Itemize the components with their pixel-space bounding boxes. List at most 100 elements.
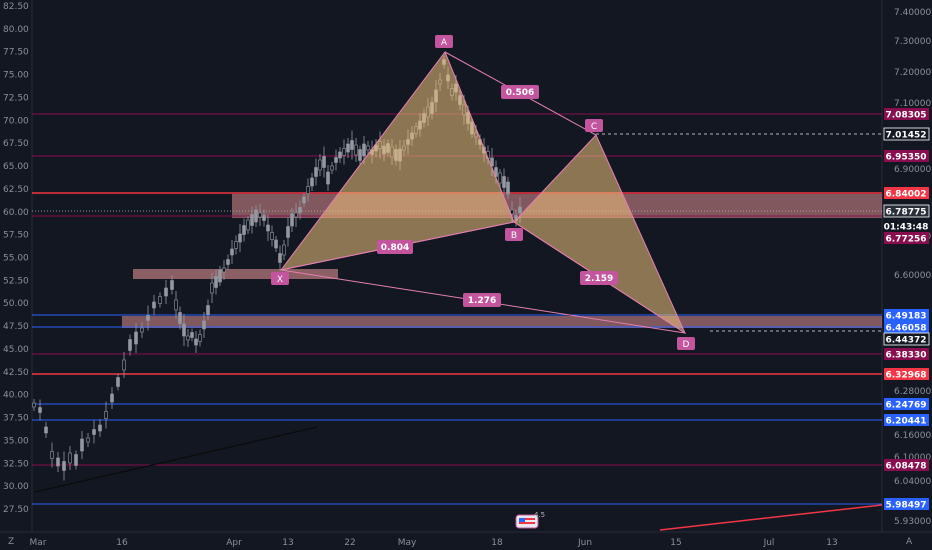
time-tick-label: 13 [282,538,293,548]
price-badge[interactable]: 6.38330 [884,348,929,361]
trendline-black[interactable] [34,426,318,493]
candle-body [242,225,246,235]
candle-body [274,239,278,249]
support-zone-wide[interactable] [122,316,882,328]
right-tick-label: 7.40000 [894,8,931,18]
candle-body [342,148,346,156]
candle-body [318,159,322,171]
price-badge[interactable]: 6.24769 [884,398,929,411]
price-badge[interactable]: 01:43:48 [884,220,929,233]
candle-body [170,280,174,290]
ratio-label-xb[interactable]: 0.804 [377,240,413,254]
ratio-label-bd[interactable]: 2.159 [580,271,618,285]
price-badge-text: 6.38330 [886,351,927,361]
time-tick-label: 22 [344,538,355,548]
candle-body [202,320,206,330]
price-badge[interactable]: 6.46058 [884,321,929,334]
left-tick-label: 57.50 [3,231,29,241]
right-tick-label: 6.16000 [894,431,931,441]
price-badge[interactable]: 6.08478 [884,459,929,472]
indicator-flag-icon[interactable]: 4.5 [515,511,545,529]
price-badge[interactable]: 5.98497 [884,498,929,511]
candle-body [182,323,186,337]
candle-body [278,253,282,263]
time-tick-label: Jul [763,538,775,548]
pattern-point-x[interactable]: X [271,272,289,285]
right-tick-label: 6.60000 [894,271,931,281]
right-tick-label: 7.30000 [894,37,931,47]
left-tick-label: 32.50 [3,459,29,469]
candle-body [214,276,218,288]
left-price-axis[interactable]: 82.50 80.00 77.50 75.00 72.50 70.00 67.50 65.00… [3,2,29,515]
left-tick-label: 65.00 [3,162,29,172]
price-badge[interactable]: 6.77256 [884,232,929,245]
price-badge[interactable]: 7.01452 [883,127,930,141]
candle-body [314,167,318,177]
candle-body [518,206,522,214]
price-badge[interactable]: 6.84002 [884,187,929,200]
candle-body [234,241,238,249]
support-zone-small[interactable] [133,269,338,279]
candle-body [32,402,36,408]
pattern-point-a[interactable]: A [435,35,453,48]
pattern-point-d[interactable]: D [677,337,695,350]
price-badge-text: 5.98497 [886,501,927,511]
left-tick-label: 55.00 [3,254,29,264]
candle-body [206,305,210,315]
candle-body [354,144,358,156]
corner-label-right[interactable]: A [906,537,913,547]
time-tick-label: 13 [826,538,837,548]
left-tick-label: 50.00 [3,299,29,309]
left-tick-label: 47.50 [3,322,29,332]
price-badge[interactable]: 6.20441 [884,414,929,427]
time-tick-label: 15 [670,538,681,548]
point-label-x: X [277,275,283,285]
ratio-text: 0.506 [506,88,534,98]
right-price-axis[interactable]: 7.400007.300007.200007.100006.900006.700… [894,8,931,527]
price-badge[interactable]: 6.49183 [884,309,929,322]
left-tick-label: 52.50 [3,276,29,286]
pattern-point-c[interactable]: C [585,119,603,132]
candle-body [92,429,96,435]
right-tick-label: 7.10000 [894,99,931,109]
left-tick-label: 67.50 [3,139,29,149]
price-badge[interactable]: 6.95350 [884,150,929,163]
corner-label-left[interactable]: Z [8,537,14,547]
candle-body [238,233,242,243]
candle-body [250,214,254,226]
candle-body [158,296,162,304]
candle-body [254,209,258,223]
price-badge[interactable]: 6.78775 [883,204,930,218]
price-badge[interactable]: 7.08305 [884,108,929,121]
price-badge-text: 6.84002 [886,190,927,200]
right-tick-label: 6.04000 [894,477,931,487]
candle-body [164,287,168,297]
candle-body [152,301,156,309]
candle-body [506,181,510,195]
candle-body [310,177,314,187]
left-tick-label: 42.50 [3,368,29,378]
point-label-d: D [683,340,690,350]
ratio-text: 1.276 [468,296,496,306]
candle-body [350,140,354,150]
candle-body [498,172,502,184]
ratio-label-xd[interactable]: 1.276 [463,293,501,307]
time-tick-label: Mar [30,538,47,548]
ratio-label-ac[interactable]: 0.506 [501,85,539,99]
time-axis[interactable]: Mar 16 Apr 13 22 May 18 Jun 15 Jul 13 [30,538,838,548]
candle-body [366,145,370,151]
candle-body [306,186,310,194]
price-badge[interactable]: 6.32968 [884,368,929,381]
candle-body [338,151,342,159]
trendline-red[interactable] [659,504,883,531]
candle-body [222,267,226,273]
time-tick-label: 18 [491,538,503,548]
time-tick-label: Apr [226,538,242,548]
candle-body [62,461,66,471]
price-badge[interactable]: 6.44372 [883,332,930,346]
pattern-point-b[interactable]: B [505,228,523,241]
candle-body [302,196,306,204]
candle-body [258,212,262,218]
candle-body [218,269,222,283]
